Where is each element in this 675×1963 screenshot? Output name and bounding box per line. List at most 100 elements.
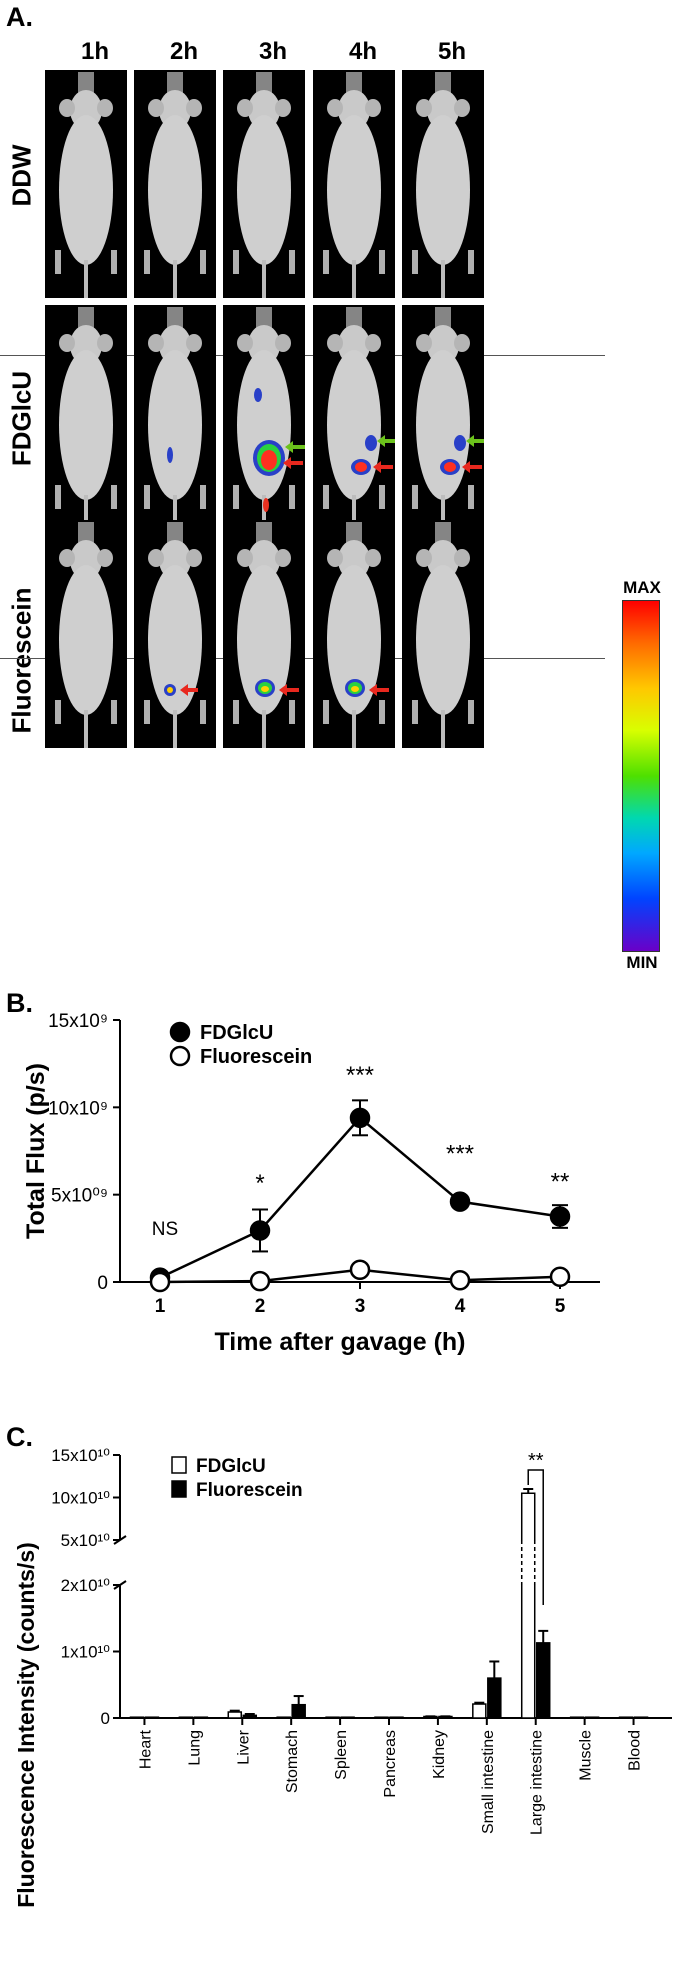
x-tick-label: Large intestine (529, 1730, 546, 1835)
mouse-ear-right (97, 99, 113, 117)
mouse-tail (173, 260, 177, 298)
mouse-leg-right (200, 700, 206, 724)
red-arrow (180, 684, 198, 696)
x-tick-label: 3 (355, 1296, 366, 1317)
signal-blob-core (261, 686, 269, 692)
mouse-leg-right (468, 485, 474, 509)
x-tick-label: Muscle (578, 1730, 595, 1781)
mouse-tail (352, 495, 356, 533)
mouse-leg-left (55, 250, 61, 274)
mouse-ear-right (454, 99, 470, 117)
signal-spot-lower (263, 498, 269, 512)
nose-cone (256, 522, 272, 544)
mouse-leg-right (289, 250, 295, 274)
mouse-tail (173, 495, 177, 533)
bar-fdglcu-blood (618, 1716, 634, 1719)
mouse-tail (441, 495, 445, 533)
legend-swatch-fluorescein (171, 1480, 187, 1498)
x-tick-label: Pancreas (382, 1730, 399, 1798)
mouse-leg-left (144, 250, 150, 274)
mouse-ear-right (97, 334, 113, 352)
red-arrow (279, 684, 299, 696)
mouse-ear-left (416, 334, 432, 352)
x-axis-label: Time after gavage (h) (214, 1328, 465, 1356)
legend-marker-fluorescein (169, 1045, 191, 1067)
signal-spot-core (167, 687, 173, 693)
bar-fdglcu-spleen (325, 1716, 340, 1719)
mouse-leg-left (323, 250, 329, 274)
signal-spot-upper (454, 435, 466, 451)
significance-label: *** (446, 1140, 474, 1167)
data-point-fdglcu (549, 1206, 571, 1227)
bar-chart-organ-fluorescence: 0 1x10¹⁰ 2x10¹⁰ 5x10¹⁰ 10x10¹⁰ 15x10¹⁰ Heart Lu… (13, 1446, 672, 1908)
data-point-fluorescein (549, 1266, 571, 1288)
data-point-fluorescein (149, 1271, 171, 1293)
mouse-leg-right (111, 700, 117, 724)
nose-cone (78, 72, 94, 94)
mouse-body (327, 565, 381, 715)
mouse-leg-left (412, 250, 418, 274)
mouse-tail (262, 710, 266, 748)
mouse-body (59, 565, 113, 715)
red-arrow (462, 461, 482, 473)
significance-label: *** (346, 1062, 374, 1089)
mouse-ear-right (365, 99, 381, 117)
legend-label-fluorescein: Fluorescein (200, 1046, 312, 1068)
row-label-fluorescein: Fluorescein (6, 587, 37, 734)
nose-cone (256, 72, 272, 94)
y-tick-label: 0 (101, 1709, 110, 1728)
red-arrow (373, 461, 393, 473)
data-point-fdglcu (349, 1107, 371, 1129)
legend-label-fdglcu: FDGlcU (200, 1022, 273, 1044)
mouse-ear-right (275, 334, 291, 352)
mouse-leg-left (233, 700, 239, 724)
green-arrow (285, 441, 305, 453)
mouse-ear-right (186, 549, 202, 567)
mouse-tail (352, 710, 356, 748)
signal-spot-upper (365, 435, 377, 451)
legend-marker-fdglcu (169, 1021, 191, 1043)
nose-cone (435, 72, 451, 94)
y-axis-label: Fluorescence Intensity (counts/s) (13, 1542, 39, 1908)
mouse-body (148, 350, 202, 500)
row-label-fdglcu: FDGlcU (6, 370, 37, 467)
bar-fdglcu-heart (129, 1716, 145, 1719)
mouse-ear-left (237, 549, 253, 567)
nose-cone (346, 307, 362, 329)
mouse-leg-right (289, 485, 295, 509)
mouse-leg-left (233, 485, 239, 509)
mouse-tail (84, 260, 88, 298)
mouse-tail (173, 710, 177, 748)
x-tick-label: Heart (137, 1729, 154, 1769)
x-tick-label: Lung (186, 1730, 203, 1766)
bar-fdglcu-lung (178, 1716, 194, 1719)
mouse-leg-left (412, 700, 418, 724)
panel-b-letter: B. (6, 988, 33, 1018)
mouse-ear-left (59, 334, 75, 352)
mouse-ear-left (416, 549, 432, 567)
bar-fdglcu-liver (227, 1711, 243, 1719)
data-point-fluorescein (249, 1270, 271, 1292)
mouse-ear-right (186, 334, 202, 352)
mouse-leg-left (233, 250, 239, 274)
mouse-tail (441, 710, 445, 748)
x-tick-label: 4 (455, 1296, 466, 1317)
intensity-colorbar (622, 600, 660, 952)
colorbar-min-label: MIN (626, 953, 658, 972)
mouse-leg-left (323, 485, 329, 509)
mouse-leg-right (379, 250, 385, 274)
nose-cone (256, 307, 272, 329)
nose-cone (346, 72, 362, 94)
mouse-tail (262, 495, 266, 533)
legend-label-fdglcu: FDGlcU (196, 1456, 266, 1477)
time-label-1h: 1h (80, 38, 109, 65)
mouse-image-ddw-4h (313, 70, 395, 298)
y-tick-label: 15x10⁹ (48, 1011, 108, 1032)
mouse-leg-right (379, 485, 385, 509)
mouse-body (237, 565, 291, 715)
mouse-leg-left (323, 700, 329, 724)
signal-blob-core (261, 450, 277, 470)
nose-cone (78, 522, 94, 544)
green-arrow (466, 435, 484, 447)
bar-fdglcu-small-intestine (472, 1703, 487, 1719)
